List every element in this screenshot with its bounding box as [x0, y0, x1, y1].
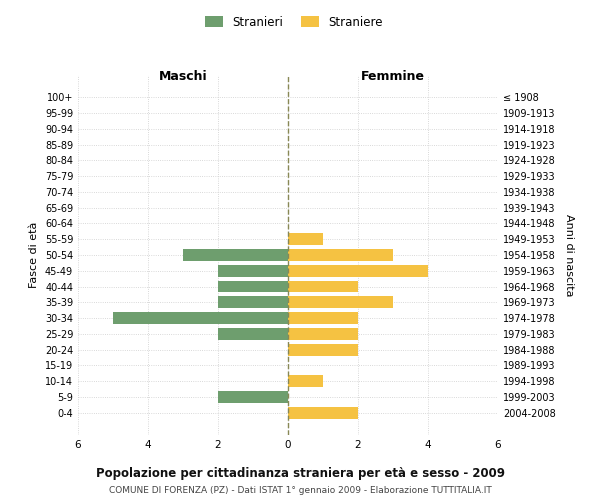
Bar: [288, 234, 323, 245]
Bar: [218, 265, 288, 276]
Bar: [288, 265, 428, 276]
Bar: [218, 280, 288, 292]
Bar: [288, 328, 358, 340]
Bar: [288, 376, 323, 387]
Bar: [288, 344, 358, 355]
Y-axis label: Fasce di età: Fasce di età: [29, 222, 39, 288]
Bar: [288, 407, 358, 418]
Text: Maschi: Maschi: [158, 70, 208, 83]
Y-axis label: Anni di nascita: Anni di nascita: [564, 214, 574, 296]
Bar: [288, 296, 393, 308]
Bar: [218, 391, 288, 403]
Bar: [288, 280, 358, 292]
Legend: Stranieri, Straniere: Stranieri, Straniere: [200, 11, 388, 34]
Bar: [288, 249, 393, 261]
Bar: [288, 312, 358, 324]
Text: Femmine: Femmine: [361, 70, 425, 83]
Text: COMUNE DI FORENZA (PZ) - Dati ISTAT 1° gennaio 2009 - Elaborazione TUTTITALIA.IT: COMUNE DI FORENZA (PZ) - Dati ISTAT 1° g…: [109, 486, 491, 495]
Text: Popolazione per cittadinanza straniera per età e sesso - 2009: Popolazione per cittadinanza straniera p…: [95, 468, 505, 480]
Bar: [218, 296, 288, 308]
Bar: [218, 328, 288, 340]
Bar: [183, 249, 288, 261]
Bar: [113, 312, 288, 324]
